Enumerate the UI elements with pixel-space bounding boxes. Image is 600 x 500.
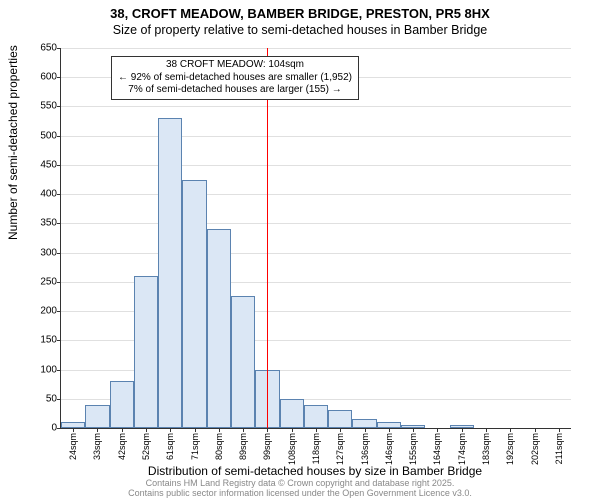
annotation-line: 38 CROFT MEADOW: 104sqm bbox=[118, 59, 352, 72]
x-tick-label: 211sqm bbox=[554, 433, 564, 464]
gridline bbox=[61, 165, 571, 166]
x-tick-label: 127sqm bbox=[335, 433, 345, 465]
x-tick-label: 118sqm bbox=[311, 433, 321, 464]
y-tick-label: 200 bbox=[40, 306, 57, 317]
x-tick-label: 24sqm bbox=[68, 433, 78, 460]
gridline bbox=[61, 106, 571, 107]
histogram-bar bbox=[85, 405, 109, 428]
x-tick-label: 80sqm bbox=[214, 433, 224, 460]
x-tick-label: 89sqm bbox=[238, 433, 248, 460]
x-tick-label: 52sqm bbox=[141, 433, 151, 460]
x-tick-label: 33sqm bbox=[92, 433, 102, 460]
histogram-bar bbox=[134, 276, 158, 428]
x-tick-label: 42sqm bbox=[117, 433, 127, 460]
annotation-box: 38 CROFT MEADOW: 104sqm← 92% of semi-det… bbox=[111, 56, 359, 100]
x-tick-label: 202sqm bbox=[530, 433, 540, 465]
y-tick-label: 400 bbox=[40, 189, 57, 200]
plot-area: 0501001502002503003504004505005506006502… bbox=[60, 48, 571, 429]
x-tick-label: 146sqm bbox=[384, 433, 394, 465]
annotation-line: ← 92% of semi-detached houses are smalle… bbox=[118, 72, 352, 85]
histogram-bar bbox=[207, 229, 231, 428]
footer-line-2: Contains public sector information licen… bbox=[0, 489, 600, 499]
x-tick-label: 99sqm bbox=[262, 433, 272, 460]
reference-line bbox=[267, 48, 268, 428]
x-tick-label: 164sqm bbox=[432, 433, 442, 465]
y-tick-label: 650 bbox=[40, 43, 57, 54]
chart-title-address: 38, CROFT MEADOW, BAMBER BRIDGE, PRESTON… bbox=[0, 0, 600, 21]
histogram-bar bbox=[352, 419, 376, 428]
y-tick-label: 300 bbox=[40, 247, 57, 258]
x-tick-label: 155sqm bbox=[408, 433, 418, 465]
histogram-bar bbox=[158, 118, 182, 428]
y-tick-label: 450 bbox=[40, 159, 57, 170]
y-tick-label: 500 bbox=[40, 130, 57, 141]
gridline bbox=[61, 48, 571, 49]
histogram-bar bbox=[182, 180, 206, 428]
y-tick-label: 350 bbox=[40, 218, 57, 229]
x-tick-label: 108sqm bbox=[287, 433, 297, 465]
y-tick-label: 600 bbox=[40, 72, 57, 83]
x-tick-label: 136sqm bbox=[360, 433, 370, 465]
y-tick-label: 150 bbox=[40, 335, 57, 346]
gridline bbox=[61, 136, 571, 137]
histogram-bar bbox=[231, 296, 255, 428]
x-tick-label: 61sqm bbox=[165, 433, 175, 460]
chart-subtitle: Size of property relative to semi-detach… bbox=[0, 21, 600, 37]
x-axis-label: Distribution of semi-detached houses by … bbox=[60, 464, 570, 478]
gridline bbox=[61, 223, 571, 224]
y-tick-label: 50 bbox=[46, 393, 57, 404]
histogram-bar bbox=[304, 405, 328, 428]
x-tick-label: 174sqm bbox=[457, 433, 467, 465]
y-tick-label: 100 bbox=[40, 364, 57, 375]
y-tick-label: 0 bbox=[51, 423, 57, 434]
annotation-line: 7% of semi-detached houses are larger (1… bbox=[118, 84, 352, 97]
gridline bbox=[61, 253, 571, 254]
gridline bbox=[61, 194, 571, 195]
histogram-bar bbox=[328, 410, 352, 428]
chart-footer: Contains HM Land Registry data © Crown c… bbox=[0, 479, 600, 500]
histogram-bar bbox=[110, 381, 134, 428]
x-tick-label: 192sqm bbox=[505, 433, 515, 465]
x-tick-label: 71sqm bbox=[190, 433, 200, 460]
x-tick-label: 183sqm bbox=[481, 433, 491, 465]
histogram-bar bbox=[280, 399, 304, 428]
y-axis-label: Number of semi-detached properties bbox=[6, 45, 20, 240]
y-tick-label: 550 bbox=[40, 101, 57, 112]
y-tick-label: 250 bbox=[40, 276, 57, 287]
